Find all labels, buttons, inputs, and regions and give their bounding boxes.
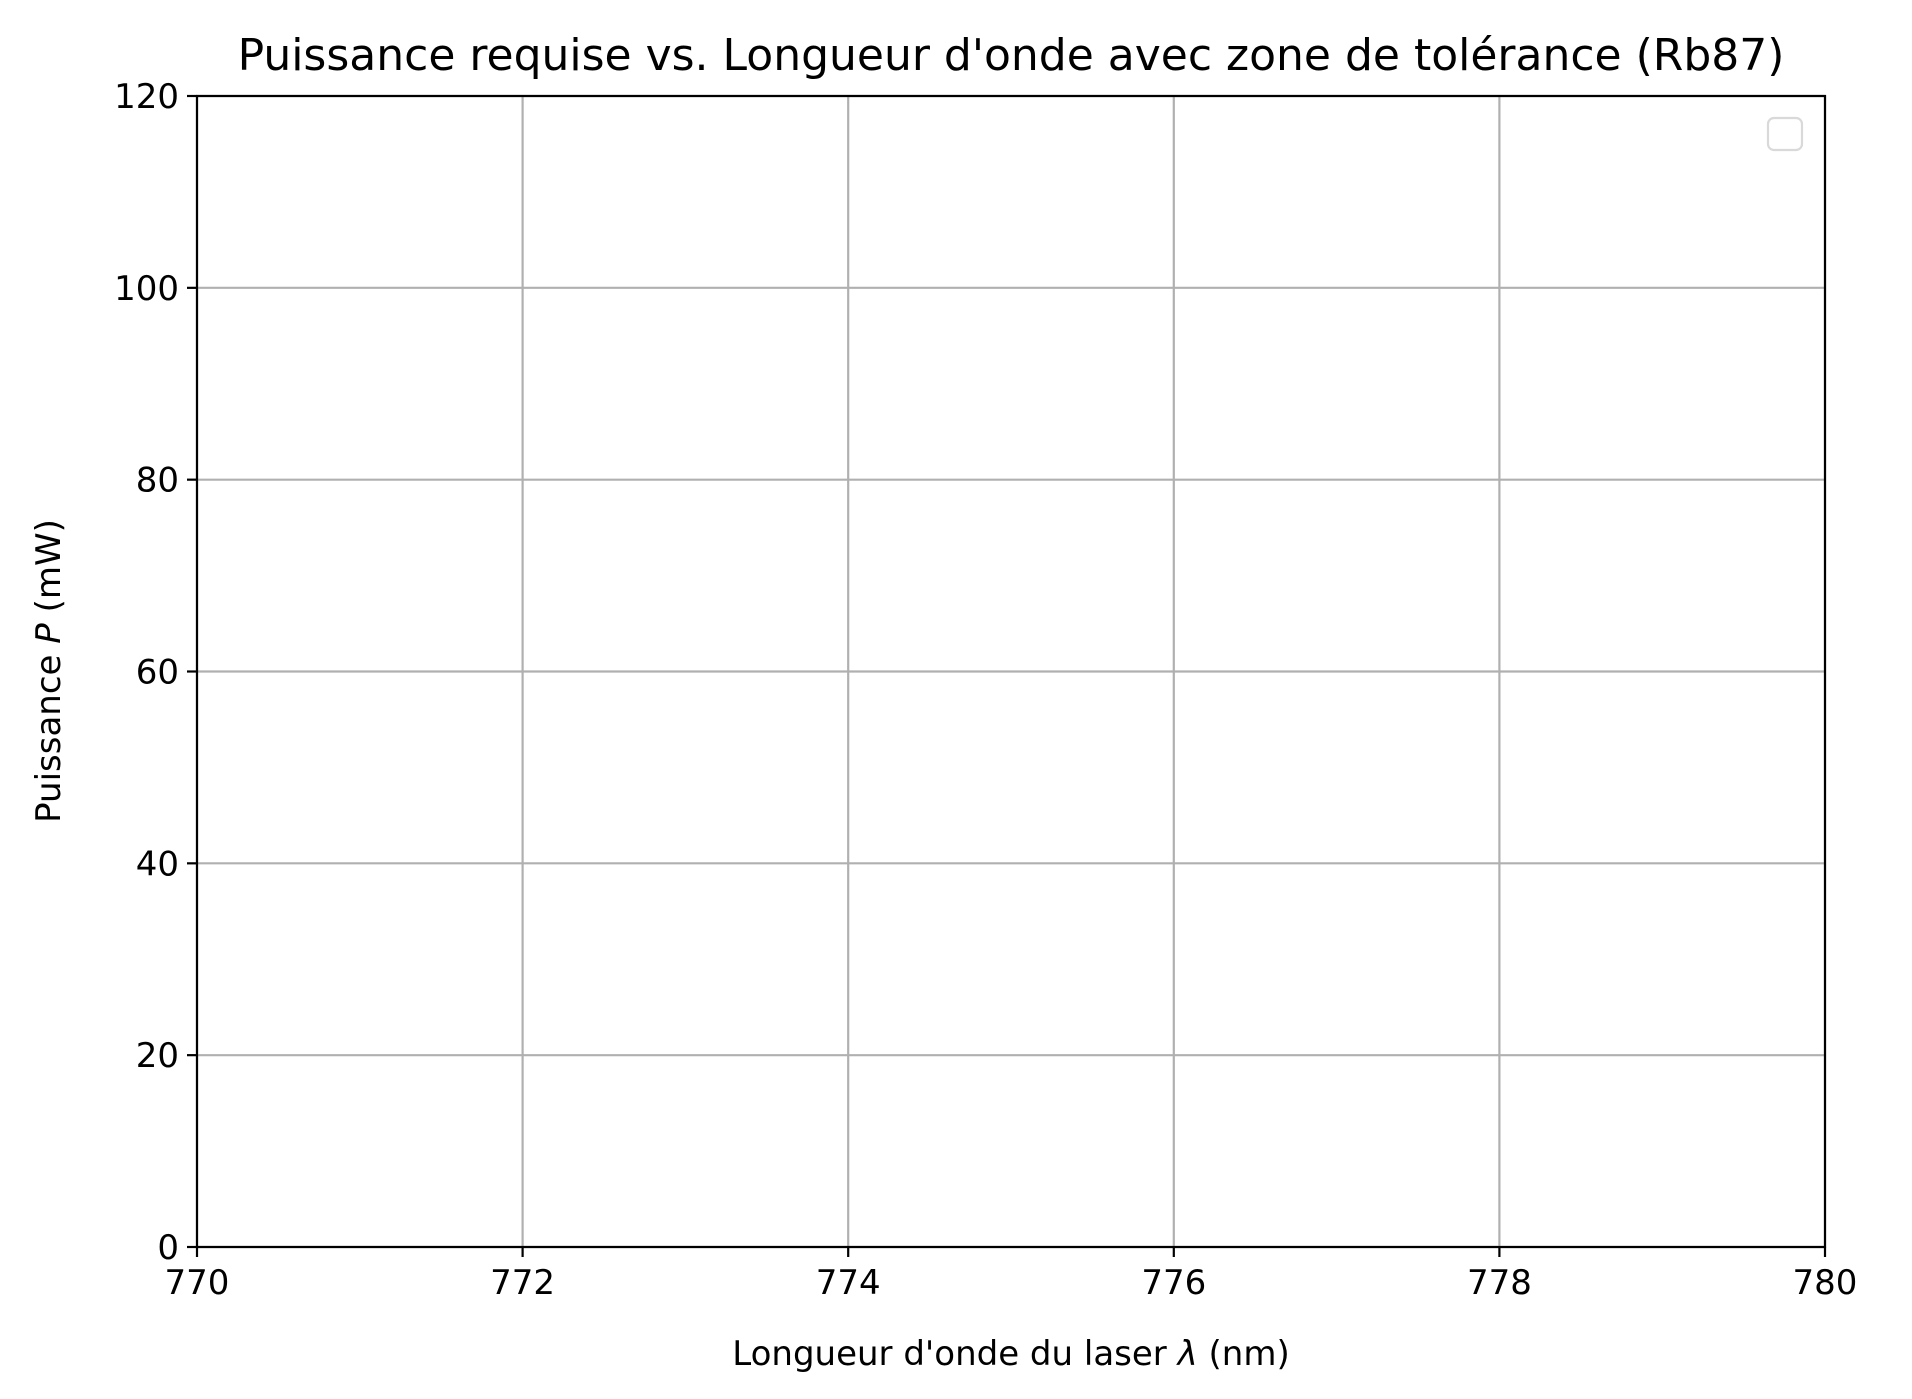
axis-ticks: 770 772 774 776 778 780 0 20 40 60 80 100 120 bbox=[114, 77, 1857, 1303]
x-axis-label-symbol: λ bbox=[1176, 1334, 1198, 1374]
x-tick-label: 770 bbox=[165, 1263, 230, 1303]
legend bbox=[1766, 116, 1804, 152]
y-axis-label-symbol: P bbox=[29, 623, 69, 644]
x-tick-label: 772 bbox=[490, 1263, 555, 1303]
x-axis-label-prefix: Longueur d'onde du laser bbox=[732, 1334, 1177, 1374]
x-tick-label: 774 bbox=[816, 1263, 881, 1303]
y-tick-label: 100 bbox=[114, 269, 179, 309]
y-tick-label: 20 bbox=[136, 1036, 179, 1076]
y-tick-label: 120 bbox=[114, 77, 179, 117]
y-axis-label-suffix: (mW) bbox=[29, 519, 69, 623]
x-axis-label-suffix: (nm) bbox=[1198, 1334, 1290, 1374]
y-tick-label: 40 bbox=[136, 844, 179, 884]
grid bbox=[195, 94, 1827, 1249]
y-tick-label: 80 bbox=[136, 461, 179, 501]
x-tick-label: 776 bbox=[1141, 1263, 1206, 1303]
y-axis-label: Puissance P (mW) bbox=[29, 519, 69, 823]
y-axis-label-prefix: Puissance bbox=[29, 644, 69, 823]
x-tick-label: 780 bbox=[1793, 1263, 1858, 1303]
chart-title: Puissance requise vs. Longueur d'onde av… bbox=[238, 30, 1785, 81]
x-tick-label: 778 bbox=[1467, 1263, 1532, 1303]
y-tick-label: 60 bbox=[136, 653, 179, 693]
legend-box bbox=[1766, 116, 1804, 152]
x-axis-label: Longueur d'onde du laser λ (nm) bbox=[732, 1334, 1289, 1374]
y-tick-label: 0 bbox=[157, 1228, 179, 1268]
